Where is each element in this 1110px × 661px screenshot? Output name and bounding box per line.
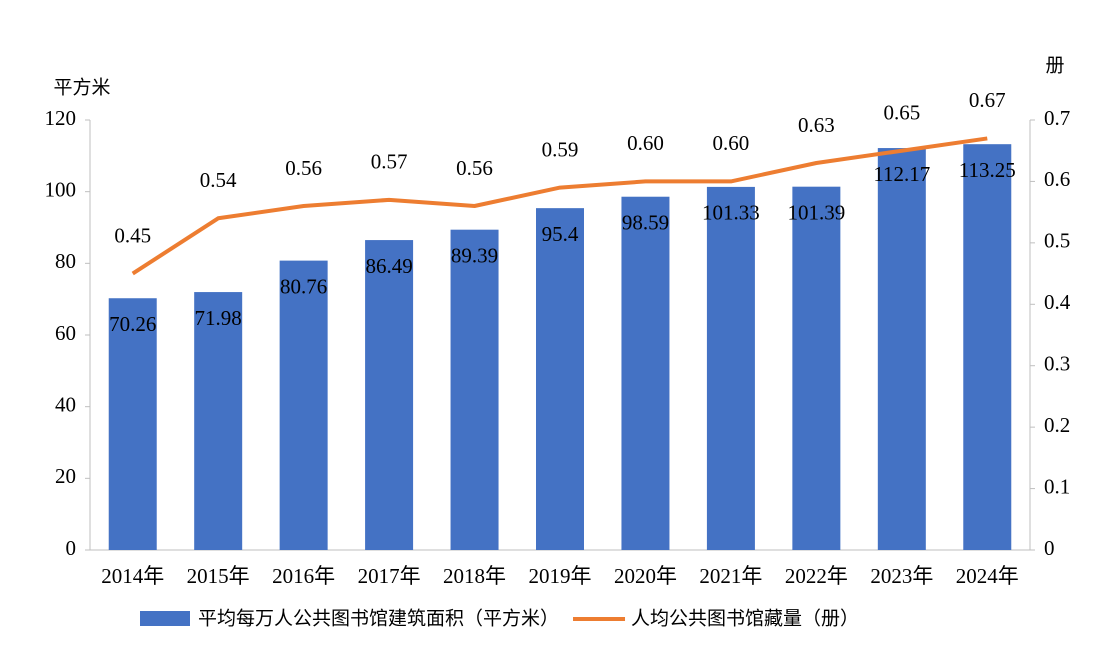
y-tick-label: 20: [55, 464, 76, 488]
x-tick-label: 2024年: [956, 564, 1019, 588]
bar: [536, 208, 584, 550]
x-tick-label: 2017年: [358, 564, 421, 588]
bar-value-label: 95.4: [542, 222, 579, 246]
y-tick-label: 100: [45, 177, 77, 201]
bar: [194, 292, 243, 550]
bar-value-label: 101.39: [787, 200, 845, 224]
bar: [108, 298, 157, 550]
x-tick-label: 2022年: [785, 564, 848, 588]
bar: [450, 229, 499, 550]
y-tick-label: 60: [55, 321, 76, 345]
legend-swatch: [140, 611, 190, 626]
y2-tick-label: 0.5: [1044, 229, 1070, 253]
x-tick-label: 2021年: [699, 564, 762, 588]
bar: [877, 148, 926, 550]
legend-label: 人均公共图书馆藏量（册）: [631, 608, 859, 630]
bar: [792, 186, 841, 550]
line-value-label: 0.45: [114, 223, 151, 247]
y2-tick-label: 0.4: [1044, 290, 1071, 314]
line: [131, 136, 988, 276]
y2-tick-label: 0.6: [1044, 167, 1070, 191]
line-value-label: 0.59: [542, 137, 579, 161]
y2-tick-label: 0.7: [1044, 106, 1070, 130]
bar-value-label: 80.76: [280, 274, 327, 298]
x-tick-label: 2016年: [272, 564, 335, 588]
line-value-label: 0.56: [456, 156, 493, 180]
x-tick-label: 2023年: [870, 564, 933, 588]
x-tick-label: 2018年: [443, 564, 506, 588]
line-value-label: 0.60: [713, 131, 750, 155]
y2-tick-label: 0.1: [1044, 474, 1070, 498]
bar-value-label: 89.39: [451, 243, 498, 267]
bar: [706, 186, 755, 551]
legend-label: 平均每万人公共图书馆建筑面积（平方米）: [198, 608, 559, 630]
bar: [963, 144, 1012, 550]
line-value-label: 0.54: [200, 168, 237, 192]
bar-value-label: 112.17: [873, 162, 930, 186]
bar: [621, 196, 670, 550]
x-tick-label: 2020年: [614, 564, 677, 588]
y2-tick-label: 0.2: [1044, 413, 1070, 437]
bar-value-label: 101.33: [702, 201, 760, 225]
x-tick-label: 2014年: [101, 564, 164, 588]
y2-tick-label: 0: [1044, 536, 1055, 560]
bar-value-label: 98.59: [622, 211, 669, 235]
line-value-label: 0.67: [969, 88, 1006, 112]
bar-value-label: 70.26: [109, 312, 156, 336]
bar-value-label: 86.49: [365, 254, 412, 278]
x-tick-label: 2019年: [529, 564, 592, 588]
bar: [279, 260, 328, 550]
bar-value-label: 71.98: [195, 306, 242, 330]
y-axis-label: 平方米: [53, 77, 110, 99]
bar: [365, 240, 414, 550]
y-tick-label: 40: [55, 392, 76, 416]
line-value-label: 0.65: [883, 101, 920, 125]
line-value-label: 0.56: [285, 156, 322, 180]
line-value-label: 0.57: [371, 150, 408, 174]
y-tick-label: 120: [45, 106, 77, 130]
y2-axis-label: 册: [1045, 55, 1064, 77]
line-value-label: 0.63: [798, 113, 835, 137]
y2-tick-label: 0.3: [1044, 352, 1070, 376]
y-tick-label: 80: [55, 249, 76, 273]
y-tick-label: 0: [66, 536, 77, 560]
line-value-label: 0.60: [627, 131, 664, 155]
bar-value-label: 113.25: [959, 158, 1016, 182]
x-tick-label: 2015年: [187, 564, 250, 588]
